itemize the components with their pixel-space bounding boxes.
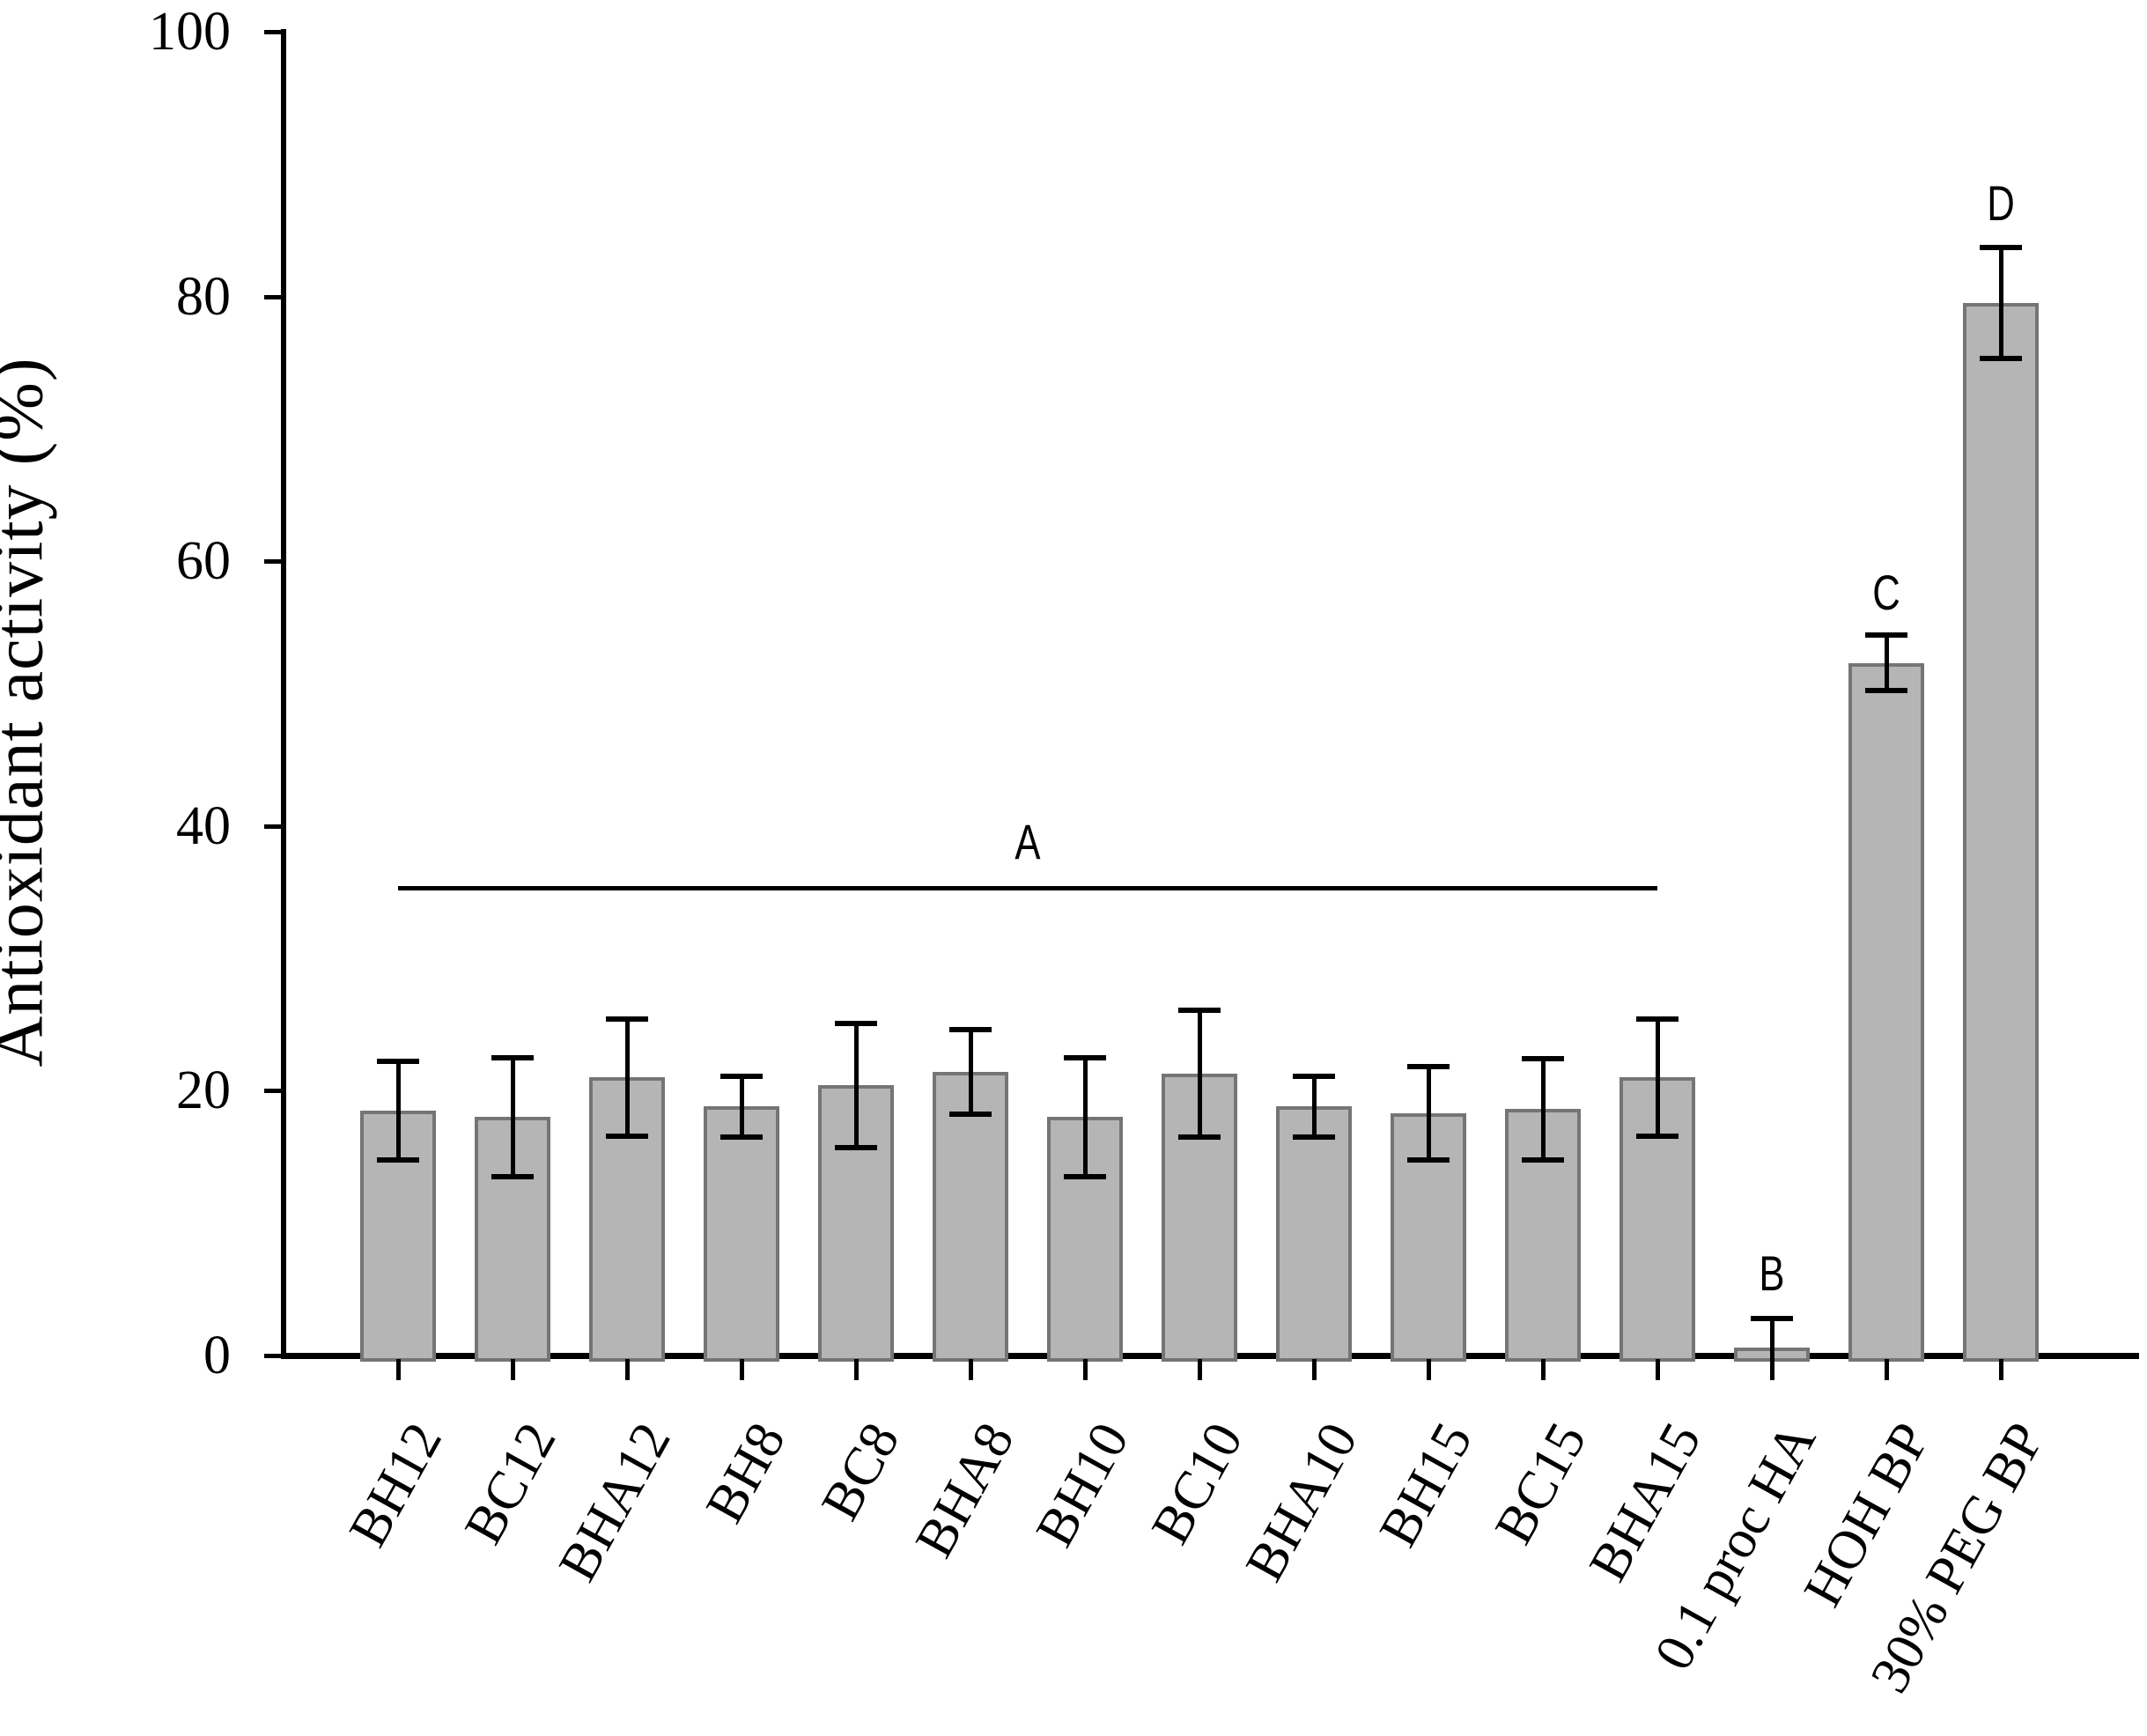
x-tick: [511, 1359, 515, 1380]
x-axis-category-label: BH15: [1368, 1413, 1484, 1557]
error-bar-line: [395, 1061, 401, 1160]
error-bar-line: [1082, 1057, 1088, 1178]
bar: [1963, 303, 2039, 1362]
error-bar-line: [968, 1030, 973, 1115]
x-tick: [1541, 1359, 1546, 1380]
error-bar-top-cap: [377, 1059, 419, 1065]
error-bar-bottom-cap: [1178, 1134, 1221, 1140]
error-bar-line: [1311, 1075, 1317, 1137]
y-tick-label: 100: [149, 2, 231, 62]
error-bar-line: [1884, 635, 1889, 691]
x-tick: [625, 1359, 630, 1380]
y-tick: [264, 1089, 284, 1094]
x-tick: [1885, 1359, 1889, 1380]
x-axis-category-label: BH12: [337, 1413, 454, 1557]
x-tick: [854, 1359, 859, 1380]
error-bar-top-cap: [1636, 1016, 1678, 1023]
error-bar-line: [1540, 1059, 1546, 1160]
y-tick: [264, 824, 284, 829]
error-bar-top-cap: [720, 1073, 763, 1079]
x-tick: [1083, 1359, 1088, 1380]
x-tick: [740, 1359, 744, 1380]
x-tick: [1999, 1359, 2003, 1380]
x-tick: [1770, 1359, 1774, 1380]
y-tick: [264, 294, 284, 299]
error-bar-top-cap: [1407, 1064, 1450, 1070]
error-bar-top-cap: [491, 1054, 534, 1060]
error-bar-bottom-cap: [1865, 688, 1907, 694]
significance-letter-b: B: [1759, 1245, 1785, 1301]
y-tick-label: 40: [176, 795, 231, 856]
group-significance-line: [398, 886, 1657, 891]
error-bar-top-cap: [1980, 244, 2022, 250]
x-tick: [1198, 1359, 1202, 1380]
error-bar-line: [1426, 1067, 1431, 1160]
error-bar-line: [1655, 1019, 1660, 1136]
error-bar-bottom-cap: [1293, 1134, 1335, 1140]
x-axis-category-label: BH10: [1024, 1413, 1140, 1557]
x-tick: [1427, 1359, 1431, 1380]
error-bar-line: [1998, 247, 2003, 359]
significance-letter-d: D: [1987, 175, 2015, 232]
error-bar-top-cap: [1293, 1073, 1335, 1079]
error-bar-top-cap: [1064, 1054, 1106, 1060]
y-tick-label: 60: [176, 531, 231, 592]
x-axis-category-label: BHA8: [904, 1413, 1026, 1568]
bar: [1848, 662, 1924, 1362]
y-tick-label: 20: [176, 1060, 231, 1121]
y-tick-label: 0: [203, 1326, 231, 1385]
x-axis-category-label: BC15: [1484, 1413, 1598, 1555]
error-bar-line: [1197, 1009, 1202, 1137]
x-axis-category-label: BHA10: [1234, 1413, 1369, 1592]
error-bar-top-cap: [835, 1020, 877, 1026]
significance-letter-a: A: [1014, 813, 1041, 869]
x-axis-category-label: BHA12: [547, 1413, 682, 1592]
error-bar-bottom-cap: [1636, 1133, 1678, 1139]
bar: [933, 1072, 1008, 1362]
y-axis-line: [281, 29, 286, 1359]
y-axis-title: Antioxidant activity (%): [0, 357, 58, 1067]
x-tick: [1312, 1359, 1317, 1380]
bar: [704, 1106, 779, 1362]
error-bar-bottom-cap: [491, 1174, 534, 1180]
error-bar-line: [624, 1019, 630, 1136]
error-bar-top-cap: [1865, 632, 1907, 639]
x-axis-category-label: BH8: [694, 1413, 797, 1533]
y-tick: [264, 1354, 284, 1358]
x-tick: [396, 1359, 401, 1380]
error-bar-bottom-cap: [720, 1134, 763, 1140]
bar: [1276, 1106, 1352, 1362]
error-bar-bottom-cap: [1522, 1156, 1564, 1163]
error-bar-bottom-cap: [1064, 1174, 1106, 1180]
error-bar-bottom-cap: [1980, 356, 2022, 362]
error-bar-line: [853, 1023, 859, 1149]
y-tick: [264, 559, 284, 565]
error-bar-top-cap: [1522, 1056, 1564, 1062]
error-bar-top-cap: [1751, 1315, 1793, 1321]
significance-letter-c: C: [1872, 565, 1900, 621]
y-tick: [264, 30, 284, 34]
error-bar-line: [510, 1057, 515, 1178]
x-tick: [1656, 1359, 1660, 1380]
error-bar-bottom-cap: [377, 1156, 419, 1163]
error-bar-bottom-cap: [606, 1133, 648, 1139]
error-bar-top-cap: [606, 1016, 648, 1023]
error-bar-bottom-cap: [949, 1112, 992, 1118]
error-bar-bottom-cap: [1407, 1156, 1450, 1163]
error-bar-line: [739, 1075, 744, 1137]
x-axis-category-label: BC12: [454, 1413, 568, 1555]
x-tick: [969, 1359, 973, 1380]
error-bar-top-cap: [949, 1027, 992, 1033]
x-axis-category-label: BC10: [1140, 1413, 1255, 1555]
error-bar-bottom-cap: [835, 1145, 877, 1151]
y-tick-label: 80: [176, 266, 231, 327]
error-bar-line: [1769, 1318, 1774, 1377]
error-bar-top-cap: [1178, 1007, 1221, 1013]
x-axis-category-label: BC8: [810, 1413, 911, 1530]
